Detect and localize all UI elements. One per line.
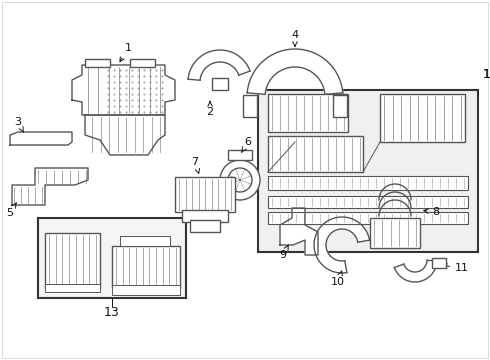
Bar — [268, 212, 468, 224]
Bar — [130, 59, 155, 67]
Text: 4: 4 — [292, 30, 298, 46]
Text: 11: 11 — [443, 263, 469, 273]
Bar — [175, 177, 235, 212]
Polygon shape — [280, 208, 318, 255]
Text: 3: 3 — [15, 117, 24, 132]
Polygon shape — [247, 49, 343, 94]
Polygon shape — [72, 65, 175, 115]
Text: 8: 8 — [424, 207, 439, 217]
Text: 12: 12 — [483, 68, 490, 81]
Text: 13: 13 — [104, 306, 120, 319]
Polygon shape — [10, 132, 72, 145]
Text: 9: 9 — [279, 245, 289, 260]
Text: 5: 5 — [6, 203, 16, 218]
Bar — [243, 95, 257, 117]
Text: 7: 7 — [192, 157, 199, 174]
Polygon shape — [394, 260, 437, 282]
Bar — [182, 210, 228, 222]
Bar — [380, 94, 465, 142]
Text: 10: 10 — [331, 271, 345, 287]
Bar — [268, 176, 468, 190]
Bar — [228, 150, 252, 160]
Bar — [45, 284, 100, 292]
Text: 2: 2 — [206, 102, 214, 117]
Bar — [268, 94, 348, 132]
Bar — [190, 220, 220, 232]
Bar — [268, 196, 468, 208]
Bar — [85, 59, 110, 67]
Text: 1: 1 — [120, 43, 131, 62]
Bar — [268, 136, 363, 172]
Text: 12: 12 — [483, 68, 490, 81]
Bar — [112, 285, 180, 295]
Text: 6: 6 — [242, 137, 251, 152]
Bar — [45, 233, 100, 288]
Bar — [212, 78, 228, 90]
Bar — [333, 95, 347, 117]
Circle shape — [220, 160, 260, 200]
Bar — [112, 246, 180, 288]
Bar — [120, 236, 170, 246]
Polygon shape — [314, 217, 369, 273]
Polygon shape — [188, 50, 250, 80]
Bar — [38, 218, 186, 298]
Bar — [258, 90, 478, 252]
Bar — [370, 218, 420, 248]
Polygon shape — [12, 168, 88, 205]
Bar — [432, 258, 446, 268]
Polygon shape — [85, 115, 165, 155]
